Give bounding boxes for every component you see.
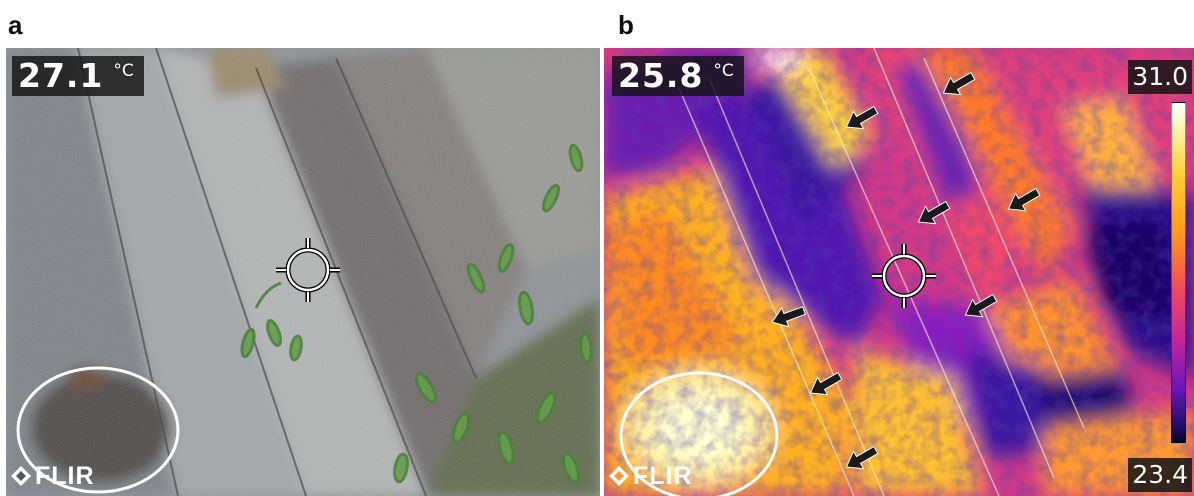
spot-temperature-readout: 25.8 °C [612, 56, 744, 96]
region-ellipse [16, 366, 180, 494]
crosshair-icon [872, 244, 936, 308]
flir-logo-icon [609, 466, 629, 486]
thermal-image [604, 48, 1194, 496]
flir-logo: FLIR [10, 462, 95, 490]
scale-min-value: 23.4 [1128, 458, 1192, 492]
arrow-icon [917, 200, 951, 225]
spot-temperature-value: 27.1 [18, 56, 104, 95]
panel-a-label: a [8, 10, 23, 40]
panel-b-label: b [618, 10, 634, 40]
spot-temperature-readout: 27.1 °C [12, 56, 144, 96]
temperature-colorbar [1171, 102, 1186, 444]
rock-photo [6, 48, 600, 496]
crosshair-icon [276, 238, 340, 302]
temperature-unit: °C [713, 61, 734, 81]
arrow-icon [964, 293, 998, 318]
flir-logo-icon [11, 466, 31, 486]
flir-logo-text: FLIR [633, 462, 693, 490]
arrow-icon [809, 371, 843, 396]
arrow-icon [845, 445, 879, 470]
arrow-icon [942, 71, 976, 96]
region-ellipse [619, 371, 779, 496]
arrow-icon [845, 105, 879, 130]
temperature-unit: °C [113, 61, 134, 81]
spot-temperature-value: 25.8 [618, 56, 704, 95]
arrow-icon [1007, 187, 1041, 212]
visible-photo-panel: 27.1 °C FLIR [6, 48, 600, 496]
flir-logo-text: FLIR [35, 462, 95, 490]
thermal-image-panel: 25.8 °C 31.0 23.4 FLIR [604, 48, 1194, 496]
arrow-icon [771, 306, 807, 328]
scale-max-value: 31.0 [1128, 60, 1192, 94]
flir-logo: FLIR [608, 462, 693, 490]
